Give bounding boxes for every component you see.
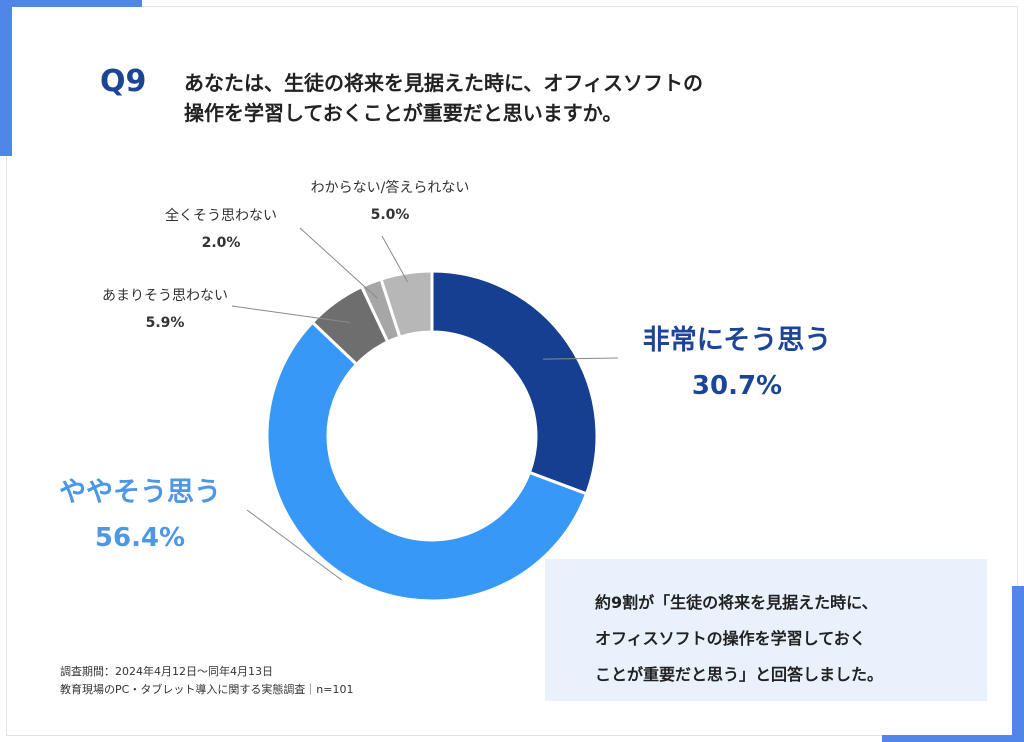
leader-dont-know bbox=[381, 235, 409, 283]
slice-value: 2.0% bbox=[201, 235, 241, 251]
accent-bar-top-left-h bbox=[0, 0, 142, 7]
leader-somewhat-agree bbox=[246, 509, 343, 581]
survey-period: 調査期間：2024年4月12日〜同年4月13日 bbox=[60, 665, 273, 678]
survey-name: 教育現場のPC・タブレット導入に関する実態調査｜n=101 bbox=[60, 683, 354, 696]
label-not-at-all: 全くそう思わない 2.0% bbox=[126, 205, 316, 251]
slice-dont-know bbox=[379, 269, 434, 339]
accent-bar-top-left-v bbox=[0, 0, 12, 156]
accent-bar-bottom-right-h bbox=[882, 735, 1024, 742]
summary-line: 約9割が「生徒の将来を見据えた時に、 bbox=[595, 593, 878, 612]
slice-value: 5.0% bbox=[370, 207, 410, 223]
slice-label: ややそう思う bbox=[59, 477, 221, 508]
question-line: 操作を学習しておくことが重要だと思いますか。 bbox=[184, 101, 623, 125]
label-not-really: あまりそう思わない 5.9% bbox=[65, 285, 265, 331]
summary-line: オフィスソフトの操作を学習しておく bbox=[595, 629, 866, 648]
question-text: あなたは、生徒の将来を見据えた時に、オフィスソフトの 操作を学習しておくことが重… bbox=[184, 68, 884, 128]
slice-value: 5.9% bbox=[145, 315, 185, 331]
slice-value: 56.4% bbox=[94, 523, 186, 553]
accent-bar-bottom-right-v bbox=[1012, 586, 1024, 742]
summary-box: 約9割が「生徒の将来を見据えた時に、 オフィスソフトの操作を学習しておく ことが… bbox=[545, 559, 987, 701]
slice-label: あまりそう思わない bbox=[102, 288, 228, 304]
slice-label: 全くそう思わない bbox=[165, 208, 277, 224]
label-somewhat-agree: ややそう思う 56.4% bbox=[40, 470, 240, 553]
leader-not-at-all bbox=[299, 227, 378, 299]
label-very-agree: 非常にそう思う 30.7% bbox=[632, 318, 842, 401]
survey-source: 調査期間：2024年4月12日〜同年4月13日 教育現場のPC・タブレット導入に… bbox=[60, 663, 354, 699]
slice-label: わからない/答えられない bbox=[310, 180, 470, 196]
summary-line: ことが重要だと思う」と回答しました。 bbox=[595, 665, 884, 684]
slice-somewhat-agree bbox=[265, 320, 589, 603]
slice-label: 非常にそう思う bbox=[642, 325, 832, 356]
slice-very-agree bbox=[430, 269, 599, 496]
question-line: あなたは、生徒の将来を見据えた時に、オフィスソフトの bbox=[184, 71, 703, 95]
leader-not-really bbox=[231, 305, 351, 323]
label-dont-know: わからない/答えられない 5.0% bbox=[270, 177, 510, 223]
leader-very-agree bbox=[542, 357, 619, 360]
slice-value: 30.7% bbox=[691, 371, 783, 401]
question-number: Q9 bbox=[100, 64, 147, 99]
